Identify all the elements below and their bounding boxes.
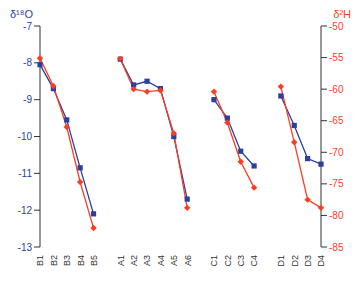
svg-text:D1: D1 <box>276 255 286 267</box>
svg-text:-75: -75 <box>329 178 344 189</box>
svg-text:D4: D4 <box>316 255 326 267</box>
svg-text:B2: B2 <box>49 255 59 266</box>
svg-text:-65: -65 <box>329 115 344 126</box>
svg-text:-11: -11 <box>18 168 32 179</box>
html-text:δ²H: δ²H <box>333 8 351 20</box>
svg-text:A4: A4 <box>156 255 166 266</box>
svg-text:-85: -85 <box>329 242 344 253</box>
svg-text:A3: A3 <box>142 255 152 266</box>
svg-text:C3: C3 <box>236 255 246 267</box>
svg-text:C4: C4 <box>249 255 259 267</box>
svg-text:-8: -8 <box>23 57 32 68</box>
svg-text:-13: -13 <box>18 242 33 253</box>
svg-text:B5: B5 <box>89 255 99 266</box>
svg-text:-9: -9 <box>23 94 32 105</box>
svg-text:-70: -70 <box>329 147 344 158</box>
svg-text:D2: D2 <box>290 255 300 267</box>
svg-text:-55: -55 <box>329 52 344 63</box>
svg-text:A6: A6 <box>183 255 193 266</box>
svg-text:-60: -60 <box>329 84 344 95</box>
svg-text:C1: C1 <box>209 255 219 267</box>
svg-text:-50: -50 <box>329 21 344 32</box>
svg-text:-10: -10 <box>18 131 33 142</box>
svg-text:A1: A1 <box>116 255 126 266</box>
svg-text:B4: B4 <box>76 255 86 266</box>
html-text:δ¹⁸O: δ¹⁸O <box>10 8 33 20</box>
svg-text:B1: B1 <box>35 255 45 266</box>
svg-text:A2: A2 <box>129 255 139 266</box>
svg-text:B3: B3 <box>62 255 72 266</box>
svg-text:C2: C2 <box>223 255 233 267</box>
svg-text:-12: -12 <box>18 205 33 216</box>
svg-text:A5: A5 <box>169 255 179 266</box>
svg-text:D3: D3 <box>303 255 313 267</box>
svg-text:-7: -7 <box>23 21 32 32</box>
svg-text:-80: -80 <box>329 210 344 221</box>
